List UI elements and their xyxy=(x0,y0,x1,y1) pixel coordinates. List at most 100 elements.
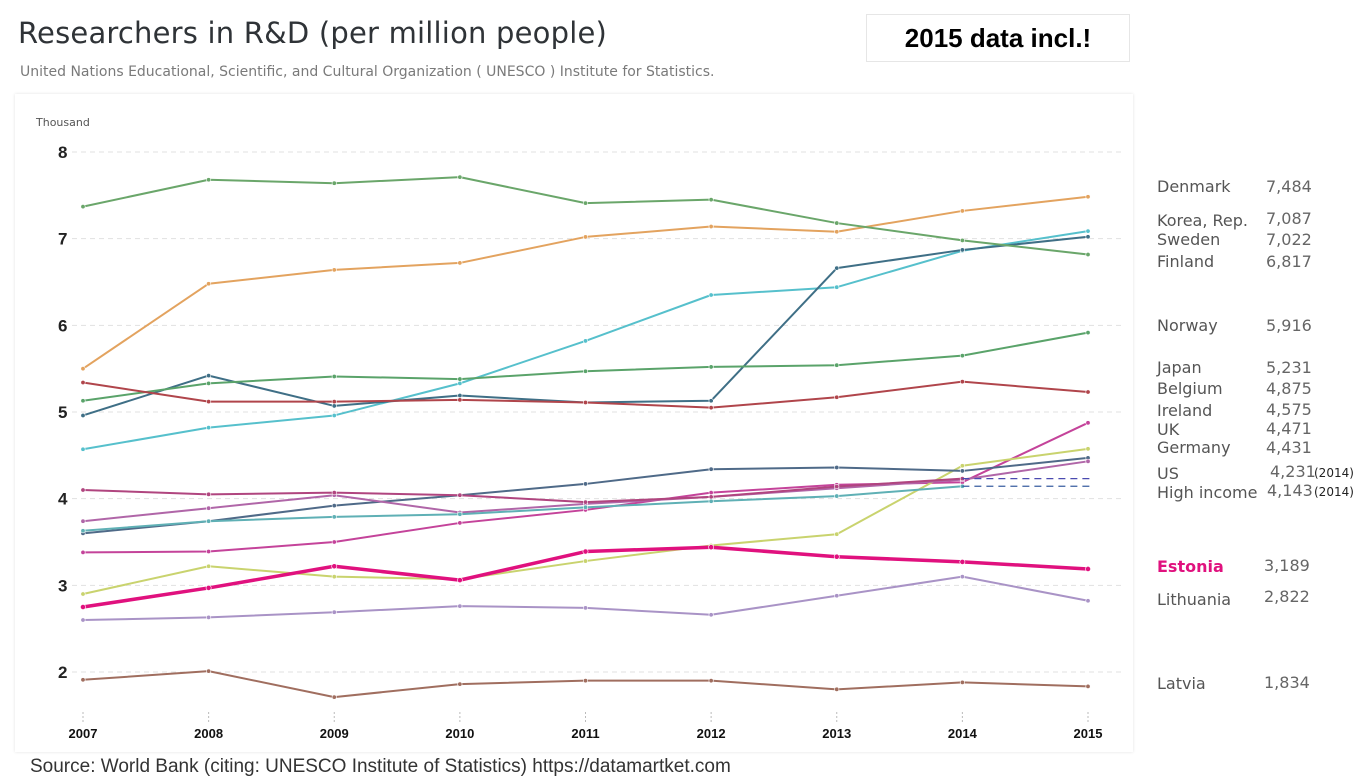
data-point-korea-rep xyxy=(457,380,463,386)
x-tick-label: 2012 xyxy=(697,726,726,741)
data-point-latvia xyxy=(457,681,463,687)
data-point-finland xyxy=(834,220,840,226)
data-point-japan xyxy=(80,380,86,386)
data-point-ireland xyxy=(206,563,212,569)
data-point-ireland xyxy=(1085,446,1091,452)
data-point-japan xyxy=(331,399,337,405)
data-point-lithuania xyxy=(708,612,714,618)
data-point-norway xyxy=(708,364,714,370)
data-point-estonia xyxy=(205,585,212,591)
series-line-estonia xyxy=(82,545,1089,609)
data-point-uk xyxy=(582,481,588,487)
data-point-norway xyxy=(1085,330,1091,336)
data-point-us xyxy=(80,487,86,493)
data-point-lithuania xyxy=(206,614,212,620)
data-point-norway xyxy=(457,376,463,382)
y-tick-label: 4 xyxy=(58,490,68,509)
data-point-norway xyxy=(80,398,86,404)
data-point-us xyxy=(457,492,463,498)
data-point-norway xyxy=(834,362,840,368)
data-point-belgium xyxy=(80,549,86,555)
data-point-us xyxy=(331,490,337,496)
data-point-high-income xyxy=(582,504,588,510)
data-point-latvia xyxy=(331,694,337,700)
x-tick-label: 2011 xyxy=(571,726,599,741)
y-tick-label: 5 xyxy=(58,403,67,422)
data-point-korea-rep xyxy=(206,425,212,431)
data-point-belgium xyxy=(206,549,212,555)
data-point-sweden xyxy=(457,393,463,399)
data-point-us xyxy=(708,494,714,500)
data-point-korea-rep xyxy=(1085,228,1091,234)
chart-panel xyxy=(15,94,1133,752)
data-point-high-income xyxy=(708,498,714,504)
data-point-high-income xyxy=(331,514,337,520)
data-point-us xyxy=(834,484,840,490)
x-tick-label: 2014 xyxy=(948,726,978,741)
chart-subtitle: United Nations Educational, Scientific, … xyxy=(20,64,715,80)
data-point-denmark xyxy=(80,366,86,372)
data-point-denmark xyxy=(457,260,463,266)
data-point-sweden xyxy=(206,373,212,379)
data-point-germany xyxy=(80,518,86,524)
data-point-latvia xyxy=(708,678,714,684)
x-tick-label: 2013 xyxy=(822,726,851,741)
x-tick-label: 2008 xyxy=(194,726,223,741)
data-point-ireland xyxy=(959,463,965,469)
data-point-latvia xyxy=(1085,683,1091,689)
data-point-finland xyxy=(582,200,588,206)
data-point-denmark xyxy=(834,229,840,235)
data-point-norway xyxy=(582,368,588,374)
series-line-uk xyxy=(82,456,1089,535)
data-point-japan xyxy=(708,405,714,411)
data-point-korea-rep xyxy=(708,292,714,298)
data-point-belgium xyxy=(708,490,714,496)
data-point-uk xyxy=(331,503,337,509)
y-tick-label: 7 xyxy=(58,230,67,249)
y-tick-label: 3 xyxy=(58,576,67,595)
data-point-finland xyxy=(457,174,463,180)
data-point-sweden xyxy=(959,247,965,253)
source-note: Source: World Bank (citing: UNESCO Insti… xyxy=(30,756,731,777)
data-point-lithuania xyxy=(834,593,840,599)
data-point-ireland xyxy=(582,558,588,564)
data-point-korea-rep xyxy=(80,446,86,452)
data-point-high-income xyxy=(80,528,86,534)
data-point-ireland xyxy=(80,591,86,597)
data-point-latvia xyxy=(80,677,86,683)
data-point-us xyxy=(582,499,588,505)
data-point-germany xyxy=(206,505,212,511)
data-point-finland xyxy=(331,180,337,186)
data-point-japan xyxy=(834,394,840,400)
x-tick-label: 2009 xyxy=(320,726,349,741)
data-point-latvia xyxy=(959,679,965,685)
data-point-finland xyxy=(206,177,212,183)
data-point-lithuania xyxy=(959,574,965,580)
data-point-belgium xyxy=(1085,420,1091,426)
data-point-korea-rep xyxy=(582,338,588,344)
x-tick-label: 2010 xyxy=(445,726,474,741)
data-point-denmark xyxy=(206,281,212,287)
data-point-denmark xyxy=(708,224,714,230)
data-point-lithuania xyxy=(1085,598,1091,604)
data-point-japan xyxy=(457,397,463,403)
data-point-ireland xyxy=(834,531,840,537)
data-point-japan xyxy=(959,379,965,385)
data-point-norway xyxy=(331,373,337,379)
data-point-japan xyxy=(206,399,212,405)
y-tick-label: 8 xyxy=(58,143,67,162)
data-point-korea-rep xyxy=(834,284,840,290)
data-point-estonia xyxy=(959,559,966,565)
data-point-sweden xyxy=(834,265,840,271)
x-tick-label: 2007 xyxy=(69,726,98,741)
data-point-finland xyxy=(80,204,86,210)
data-point-estonia xyxy=(456,577,463,584)
data-point-estonia xyxy=(833,553,840,560)
data-point-japan xyxy=(1085,389,1091,395)
series-line-sweden xyxy=(82,235,1089,417)
data-point-sweden xyxy=(80,412,86,418)
data-point-uk xyxy=(959,468,965,474)
data-point-latvia xyxy=(206,668,212,674)
data-point-sweden xyxy=(1085,234,1091,240)
